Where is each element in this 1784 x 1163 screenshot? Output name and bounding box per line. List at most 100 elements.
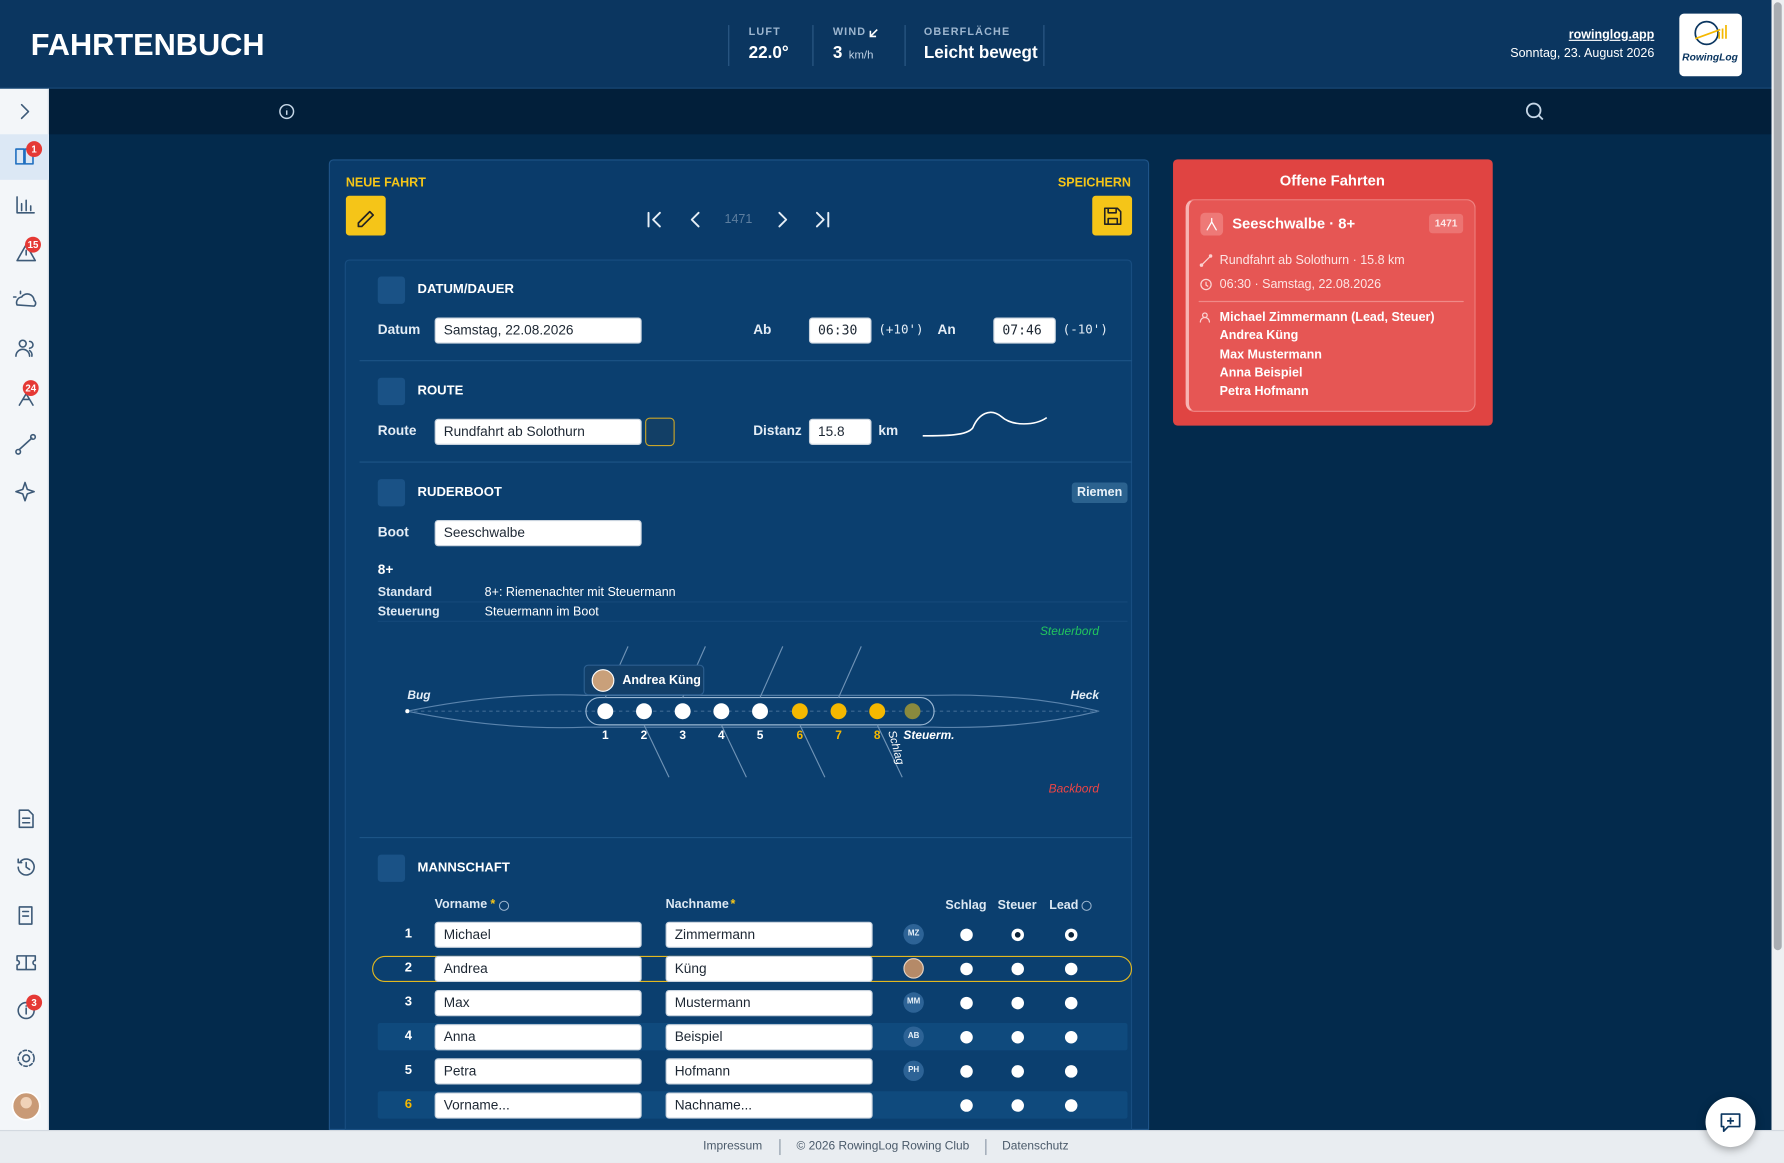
last-name-input[interactable]: Mustermann: [665, 990, 873, 1017]
radio-button[interactable]: [1064, 1098, 1077, 1112]
first-name-input[interactable]: Petra: [434, 1058, 642, 1085]
radio-button[interactable]: [1064, 962, 1077, 975]
open-trip-route: Rundfahrt ab Solothurn · 15.8 km: [1219, 253, 1405, 268]
last-name-input[interactable]: Nachname...: [665, 1092, 873, 1119]
search-button[interactable]: [1525, 102, 1542, 119]
field-label: Distanz: [753, 422, 802, 439]
badge: 1: [26, 141, 43, 158]
field-label: Route: [377, 422, 417, 439]
footer-separator: [985, 1139, 987, 1156]
last-name-input[interactable]: Zimmermann: [665, 921, 873, 948]
footer-link: © 2026 RowingLog Rowing Club: [796, 1139, 970, 1154]
radio-button[interactable]: [1010, 962, 1024, 975]
logo-box[interactable]: [1679, 13, 1742, 77]
routes-icon[interactable]: [15, 448, 22, 455]
weather-value: 3: [832, 42, 843, 63]
badge: 15: [25, 236, 41, 253]
map-pin-button[interactable]: [645, 417, 675, 447]
radio-button[interactable]: [1064, 1030, 1077, 1043]
first-name-input[interactable]: Michael: [434, 921, 642, 948]
column-header: Schlag: [945, 898, 987, 913]
save-label: SPEICHERN: [1057, 176, 1131, 190]
first-name-input[interactable]: Andrea: [434, 955, 642, 983]
starboard-label: Steuerbord: [1039, 624, 1100, 639]
first-name-input[interactable]: Anna: [434, 1024, 642, 1051]
radio-button[interactable]: [1064, 1064, 1077, 1078]
ticket-icon[interactable]: [16, 955, 37, 971]
save-button[interactable]: [1092, 195, 1133, 236]
radio-button[interactable]: [1010, 996, 1024, 1009]
open-trip-time: 06:30 · Samstag, 22.08.2026: [1219, 277, 1382, 292]
last-button[interactable]: [815, 211, 830, 228]
radio-button[interactable]: [959, 928, 973, 941]
row-number: 5: [404, 1063, 413, 1078]
current-date: Sonntag, 23. August 2026: [1510, 46, 1655, 61]
port-label: Backbord: [1048, 782, 1100, 796]
info-button[interactable]: [279, 103, 295, 120]
boat-input[interactable]: Seeschwalbe: [434, 520, 642, 547]
radio-button[interactable]: [959, 996, 973, 1009]
radio-button[interactable]: [1010, 1030, 1024, 1043]
weather-icon[interactable]: [12, 290, 37, 307]
seat-number: 1: [601, 728, 609, 743]
time-input[interactable]: 07:46: [993, 317, 1056, 344]
distance-unit: km: [878, 422, 899, 439]
rigging-tag: Riemen: [1071, 482, 1128, 503]
logo-text: RowingLog: [1682, 51, 1738, 63]
radio-button[interactable]: [959, 962, 973, 975]
field-label: Boot: [377, 523, 409, 540]
seat-number: 7: [835, 728, 842, 743]
last-name-input[interactable]: Küng: [665, 955, 873, 983]
time-input[interactable]: 06:30: [808, 317, 872, 344]
seat-number: 2: [640, 728, 648, 743]
section-title: RUDERBOOT: [417, 485, 502, 500]
members-icon[interactable]: [18, 339, 27, 348]
open-trip-item[interactable]: [1185, 199, 1476, 412]
radio-button[interactable]: [1010, 928, 1024, 941]
expand-icon[interactable]: [20, 103, 30, 120]
initials-avatar: MZ: [903, 924, 924, 945]
first-name-input[interactable]: Max: [434, 990, 642, 1017]
section-icon: [377, 276, 406, 304]
ai-icon[interactable]: [15, 481, 35, 502]
first-name-input[interactable]: Vorname...: [434, 1092, 642, 1119]
scrollbar-thumb[interactable]: [1773, 2, 1782, 951]
new-trip-label: NEUE FAHRT: [345, 176, 426, 190]
report-icon[interactable]: [18, 809, 34, 829]
column-header: Lead: [1049, 898, 1079, 913]
open-trip-crew: Michael Zimmermann (Lead, Steuer): [1219, 310, 1435, 325]
footer-link[interactable]: Datenschutz: [1002, 1139, 1069, 1154]
document-icon[interactable]: [18, 906, 33, 925]
date-input[interactable]: Samstag, 22.08.2026: [434, 317, 642, 344]
settings-icon[interactable]: [21, 1054, 31, 1063]
trip-number: 1471: [724, 212, 753, 227]
seat-number: 8: [873, 728, 881, 743]
radio-button[interactable]: [959, 1098, 973, 1112]
initials-avatar: MM: [903, 992, 924, 1013]
info-icon[interactable]: [17, 1001, 35, 1020]
next-button[interactable]: [778, 211, 788, 228]
radio-button[interactable]: [1010, 1098, 1024, 1112]
route-input[interactable]: Rundfahrt ab Solothurn: [434, 418, 642, 445]
radio-button[interactable]: [1064, 928, 1077, 941]
history-icon[interactable]: [17, 858, 35, 876]
initials-avatar: PH: [903, 1060, 924, 1082]
stats-icon[interactable]: [16, 196, 35, 214]
site-link[interactable]: rowinglog.app: [1568, 28, 1655, 43]
radio-button[interactable]: [1064, 996, 1077, 1009]
previous-button[interactable]: [690, 211, 700, 228]
weather-unit: km/h: [848, 49, 874, 63]
radio-button[interactable]: [1010, 1064, 1024, 1078]
radio-button[interactable]: [959, 1064, 973, 1078]
row-number: 4: [404, 1029, 413, 1044]
last-name-input[interactable]: Beispiel: [665, 1024, 873, 1051]
section-title: ROUTE: [417, 384, 464, 398]
distance-input[interactable]: 15.8: [808, 418, 872, 445]
warning-icon[interactable]: [16, 243, 37, 262]
last-name-input[interactable]: Hofmann: [665, 1058, 873, 1085]
radio-button[interactable]: [959, 1030, 973, 1043]
footer-link[interactable]: Impressum: [703, 1139, 763, 1154]
first-button[interactable]: [647, 211, 661, 228]
